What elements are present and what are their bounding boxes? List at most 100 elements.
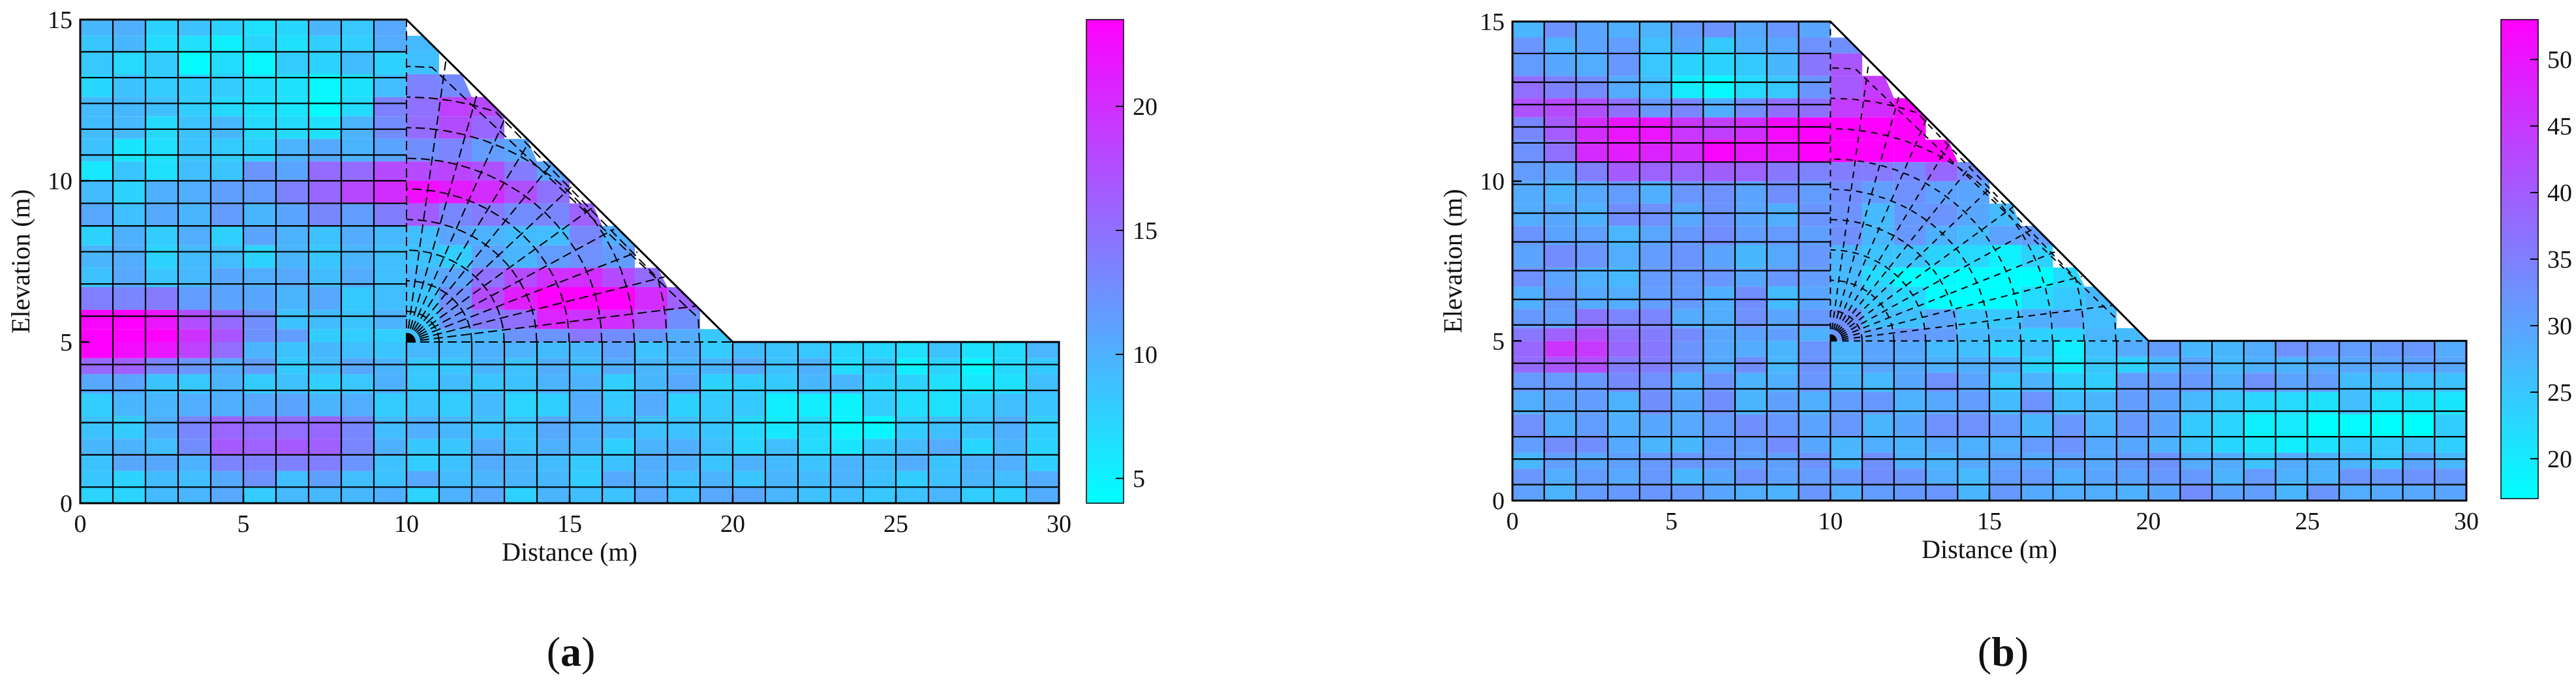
heatmap-cell	[1576, 162, 1608, 181]
heatmap-cell	[1735, 414, 1767, 437]
heatmap-cell	[1766, 53, 1799, 76]
heatmap-cell	[700, 471, 733, 488]
heatmap-cell	[472, 454, 504, 471]
heatmap-cell	[1671, 469, 1704, 485]
heatmap-cell	[1798, 392, 1831, 414]
heatmap-cell	[2370, 484, 2403, 501]
heatmap-cell	[1512, 22, 1544, 38]
heatmap-cell	[80, 161, 113, 181]
heatmap-cell	[1830, 98, 1863, 117]
heatmap-cell	[994, 394, 1026, 416]
heatmap-cell	[1544, 341, 1576, 357]
heatmap-cell	[1671, 226, 1704, 245]
heatmap-cell	[1735, 76, 1767, 99]
heatmap-cell	[406, 245, 439, 268]
refined-mesh-arc	[1830, 97, 2085, 341]
heatmap-cell	[2243, 341, 2276, 357]
heatmap-cell	[243, 439, 276, 455]
heatmap-cell	[374, 394, 406, 416]
heatmap-cell	[1703, 392, 1736, 414]
heatmap-cell	[406, 471, 439, 488]
heatmap-cell	[2180, 341, 2213, 357]
heatmap-cell	[113, 454, 146, 471]
heatmap-cell	[1735, 309, 1767, 328]
heatmap-cell	[1925, 341, 1958, 357]
heatmap-cell	[1766, 373, 1799, 392]
heatmap-cell	[211, 226, 243, 245]
heatmap-cell	[2243, 373, 2276, 392]
heatmap-cell	[374, 20, 406, 36]
heatmap-cell	[1798, 328, 1831, 341]
heatmap-cell	[2148, 373, 2181, 392]
heatmap-cell	[2370, 469, 2403, 485]
heatmap-cell	[2243, 414, 2276, 437]
heatmap-cell	[1544, 53, 1576, 76]
heatmap-cell	[733, 374, 765, 394]
heatmap-cell	[1512, 373, 1544, 392]
heatmap-cell	[1608, 309, 1640, 328]
heatmap-cell	[1735, 452, 1767, 469]
heatmap-cell	[1608, 117, 1640, 140]
heatmap-cell	[341, 52, 374, 74]
heatmap-cell	[602, 268, 635, 287]
heatmap-cell	[570, 358, 602, 375]
heatmap-cell	[2212, 373, 2244, 392]
heatmap-cell	[1512, 341, 1544, 357]
heatmap-cell	[243, 116, 276, 139]
y-tick-label: 0	[1492, 488, 1505, 515]
heatmap-cell	[439, 358, 472, 375]
heatmap-cell	[1894, 484, 1926, 501]
heatmap-cell	[439, 97, 472, 117]
heatmap-cell	[1608, 452, 1640, 469]
heatmap-cell	[1925, 181, 1958, 204]
heatmap-cell	[2053, 287, 2085, 309]
heatmap-cell	[700, 454, 733, 471]
heatmap-cell	[243, 329, 276, 342]
heatmap-cell	[276, 287, 309, 310]
heatmap-cell	[1512, 53, 1544, 76]
heatmap-cell	[1576, 452, 1608, 469]
heatmap-cell	[1671, 452, 1704, 469]
colorbar-tick-label: 15	[1133, 217, 1158, 245]
heatmap-cell	[1862, 452, 1894, 469]
heatmap-cell	[1798, 469, 1831, 485]
heatmap-cell	[2402, 469, 2435, 485]
heatmap-cell	[406, 416, 439, 439]
heatmap-cell	[504, 245, 537, 268]
heatmap-cell	[2021, 245, 2053, 268]
heatmap-cell	[2116, 373, 2149, 392]
heatmap-cell	[2053, 452, 2085, 469]
heatmap-cell	[1798, 181, 1831, 204]
heatmap-cell	[211, 287, 243, 310]
heatmap-cell	[341, 74, 374, 97]
heatmap-cell	[439, 342, 472, 358]
heatmap-cell	[570, 454, 602, 471]
heatmap-cell	[1512, 245, 1544, 268]
refined-mesh-radial	[406, 92, 478, 343]
heatmap-cell	[504, 329, 537, 342]
heatmap-cell	[309, 35, 341, 52]
heatmap-cell	[2021, 287, 2053, 309]
heatmap-cell	[2053, 437, 2085, 453]
heatmap-cell	[2021, 484, 2053, 501]
heatmap-cell	[211, 342, 243, 358]
heatmap-cell	[928, 439, 961, 455]
heatmap-cell	[178, 342, 211, 358]
heatmap-cell	[1798, 309, 1831, 328]
heatmap-cell	[1576, 414, 1608, 437]
heatmap-cell	[178, 268, 211, 287]
heatmap-cell	[1957, 162, 1989, 181]
x-tick-label: 25	[2295, 508, 2320, 535]
heatmap-cell	[309, 374, 341, 394]
heatmap-cell	[211, 454, 243, 471]
heatmap-cell	[113, 35, 146, 52]
panel-label-part: )	[2015, 629, 2029, 675]
heatmap-cell	[1026, 439, 1059, 455]
heatmap-cell	[602, 358, 635, 375]
heatmap-cell	[178, 394, 211, 416]
heatmap-cell	[1703, 117, 1736, 140]
heatmap-cell	[1608, 414, 1640, 437]
heatmap-cell	[831, 358, 863, 375]
heatmap-cell	[1735, 181, 1767, 204]
heatmap-cell	[146, 161, 178, 181]
